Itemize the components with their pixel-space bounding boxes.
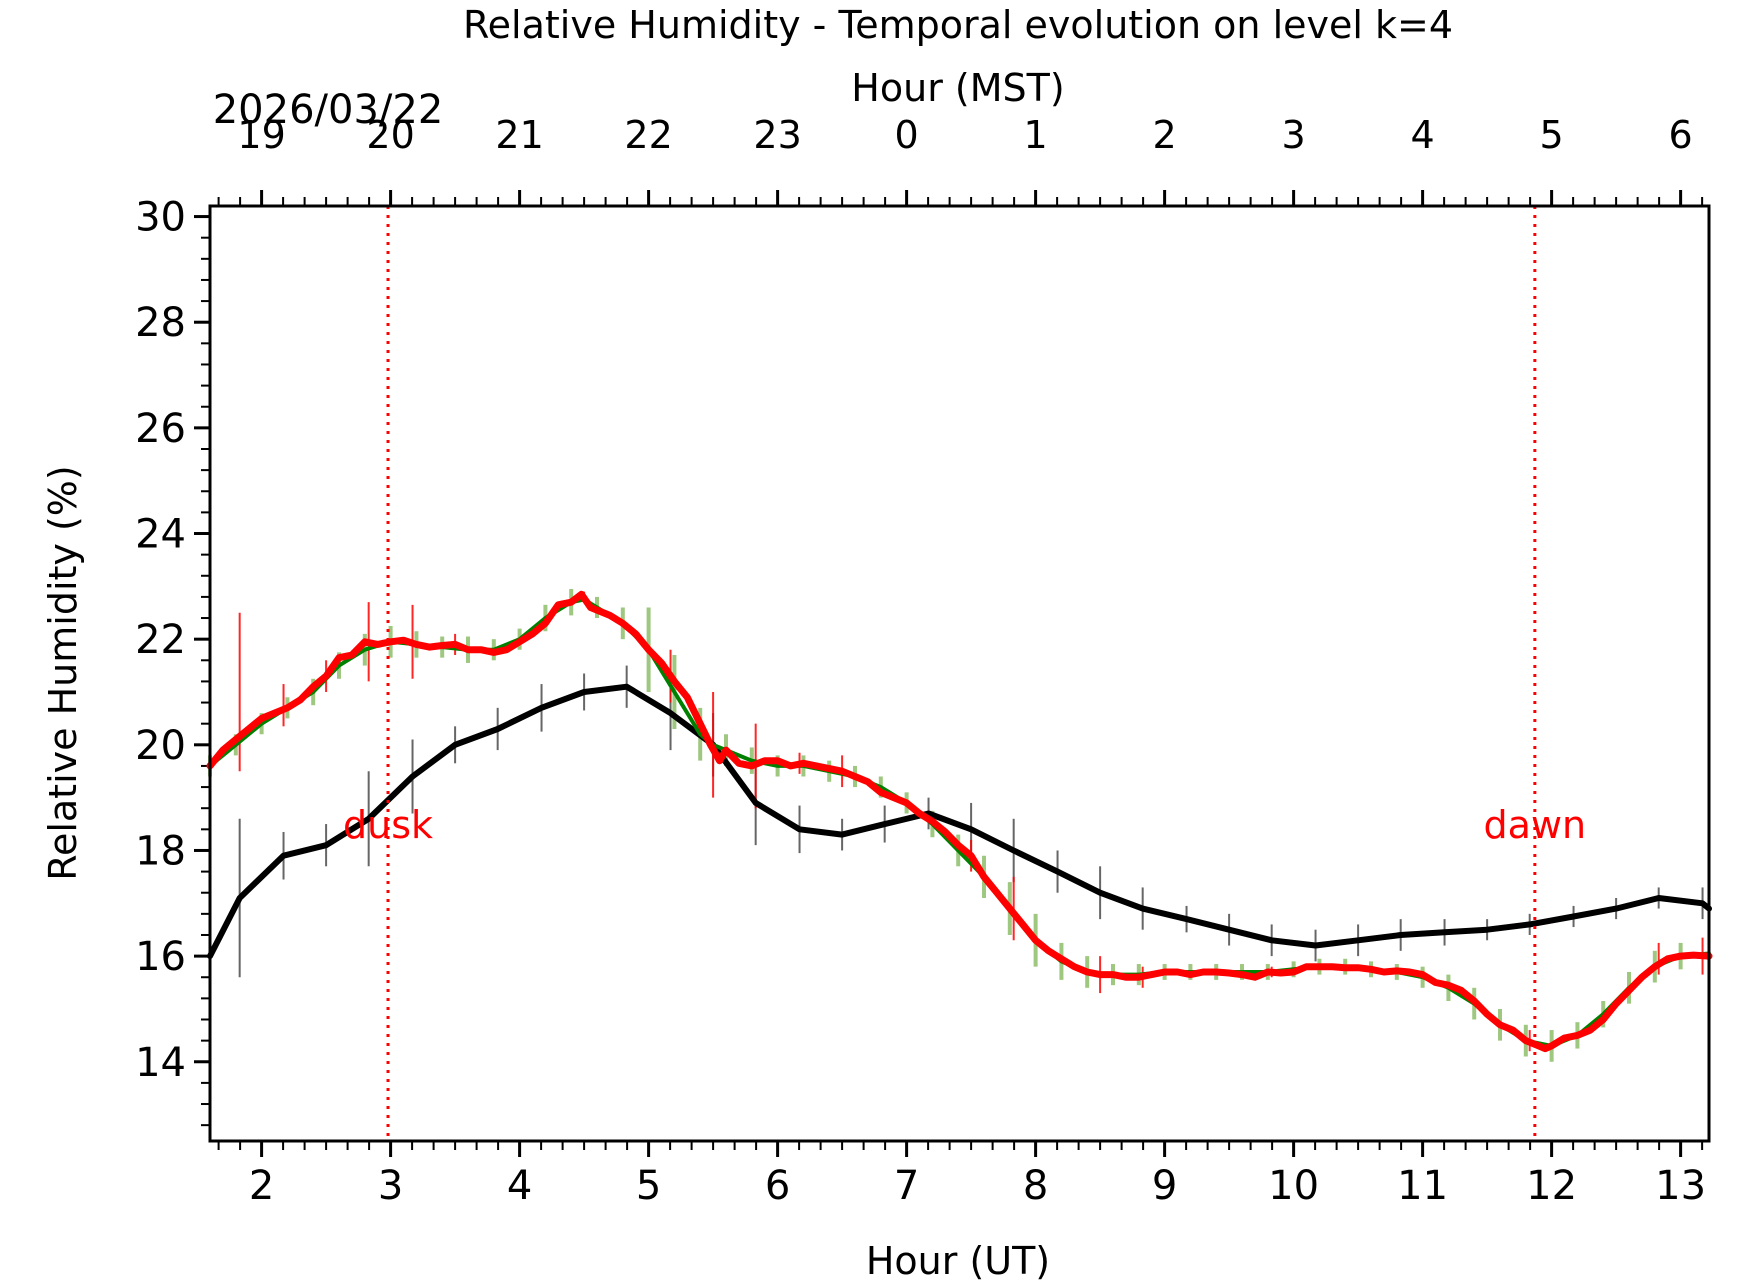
x-tick-label: 5 (636, 1163, 661, 1209)
top-tick-label: 23 (753, 113, 801, 157)
x-tick-label: 13 (1655, 1163, 1706, 1209)
top-tick-label: 2 (1153, 113, 1177, 157)
top-tick-label: 6 (1669, 113, 1693, 157)
x-tick-label: 8 (1023, 1163, 1048, 1209)
top-tick-label: 4 (1411, 113, 1435, 157)
dawn-label: dawn (1484, 803, 1587, 847)
top-tick-label: 3 (1282, 113, 1306, 157)
y-tick-label: 26 (135, 406, 186, 452)
y-tick-label: 14 (135, 1040, 186, 1086)
x-tick-label: 6 (765, 1163, 790, 1209)
x-tick-label: 2 (249, 1163, 274, 1209)
date-label: 2026/03/22 (213, 87, 444, 133)
top-tick-label: 20 (366, 113, 414, 157)
x-tick-label: 12 (1526, 1163, 1577, 1209)
y-axis-label: Relative Humidity (%) (41, 465, 85, 880)
y-tick-label: 18 (135, 828, 186, 874)
chart-title: Relative Humidity - Temporal evolution o… (463, 3, 1453, 47)
y-tick-label: 24 (135, 512, 186, 558)
y-tick-label: 16 (135, 934, 186, 980)
dusk-dawn-markers: dusk dawn (343, 206, 1586, 1141)
x-tick-label: 9 (1152, 1163, 1177, 1209)
top-tick-label: 22 (624, 113, 672, 157)
y-tick-label: 30 (135, 195, 186, 241)
x-tick-label: 3 (378, 1163, 403, 1209)
plot-frame (208, 204, 1711, 1143)
top-tick-label: 5 (1540, 113, 1564, 157)
top-tick-label: 1 (1024, 113, 1048, 157)
y-tick-label: 22 (135, 617, 186, 663)
axes-ticks: 2193204215226237081921031141251361416182… (135, 113, 1706, 1209)
x-tick-label: 4 (507, 1163, 532, 1209)
top-tick-label: 21 (495, 113, 543, 157)
x-tick-label: 7 (894, 1163, 919, 1209)
dusk-label: dusk (343, 803, 433, 847)
y-tick-label: 20 (135, 723, 186, 769)
y-tick-label: 28 (135, 300, 186, 346)
top-axis-label: Hour (MST) (851, 66, 1064, 110)
top-tick-label: 0 (895, 113, 919, 157)
top-tick-label: 19 (237, 113, 285, 157)
x-tick-label: 10 (1268, 1163, 1319, 1209)
series-line-raw (206, 590, 1713, 1053)
x-axis-label: Hour (UT) (866, 1239, 1050, 1282)
series-line-hourly-mean (207, 683, 1712, 960)
data-series (206, 590, 1713, 1053)
x-tick-label: 11 (1397, 1163, 1448, 1209)
